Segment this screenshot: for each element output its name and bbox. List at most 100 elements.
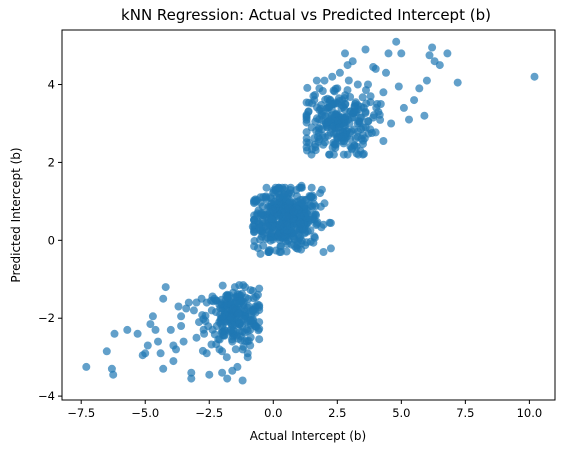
data-point (102, 347, 111, 356)
data-point (192, 298, 201, 307)
data-point (375, 110, 384, 119)
data-point (246, 286, 255, 295)
data-point (305, 192, 314, 200)
data-point (318, 87, 327, 95)
data-point (364, 117, 373, 125)
data-point (159, 364, 168, 373)
data-point (348, 145, 356, 154)
data-point (394, 82, 403, 91)
data-point (313, 103, 321, 112)
data-point (267, 214, 276, 223)
data-point (172, 345, 180, 354)
data-point (420, 111, 429, 120)
data-point (382, 68, 390, 77)
data-point (302, 208, 311, 217)
data-point (415, 84, 424, 93)
data-point (214, 335, 223, 344)
data-point (361, 45, 370, 54)
data-point (269, 205, 277, 214)
data-point (289, 207, 298, 216)
data-point (207, 296, 216, 305)
data-point (425, 51, 434, 60)
data-point (284, 236, 293, 245)
data-point (324, 117, 333, 126)
data-point (184, 298, 193, 307)
x-axis: −7.5 −5.0 −2.5 0.0 2.5 5.0 7.5 10.0 (67, 400, 542, 420)
data-point (282, 212, 291, 221)
data-point (226, 313, 235, 321)
data-point (239, 281, 248, 290)
data-point (253, 300, 262, 309)
data-point (370, 111, 378, 120)
data-point (223, 374, 232, 383)
data-point (212, 308, 220, 317)
y-tick-label: 4 (48, 78, 55, 92)
data-point (286, 186, 295, 194)
data-point (259, 193, 268, 201)
data-point (266, 229, 275, 238)
data-point (312, 211, 320, 220)
data-point (357, 125, 366, 134)
x-tick-label: 10.0 (517, 406, 543, 420)
data-point (366, 98, 375, 107)
data-point (234, 309, 243, 318)
data-point (243, 349, 252, 358)
data-point (387, 119, 396, 128)
data-point (238, 376, 247, 385)
data-point (453, 78, 462, 87)
data-point (310, 134, 319, 142)
data-point (275, 193, 284, 202)
data-point (312, 126, 321, 135)
data-point (138, 351, 147, 360)
data-point (238, 327, 247, 336)
data-point (351, 98, 360, 107)
data-point (228, 335, 236, 344)
data-point (304, 107, 313, 116)
data-point (217, 328, 226, 337)
data-point (282, 247, 291, 256)
data-point (229, 304, 238, 313)
data-point (307, 150, 316, 159)
data-point (306, 237, 315, 246)
data-point (217, 313, 226, 321)
data-point (320, 133, 329, 142)
data-point (341, 99, 350, 108)
data-point (233, 362, 242, 371)
data-point (290, 242, 299, 251)
data-point (222, 353, 231, 362)
data-point (262, 183, 271, 192)
data-point (257, 232, 266, 241)
data-point (198, 346, 207, 355)
data-point (336, 133, 345, 142)
x-tick-label: −7.5 (67, 406, 95, 420)
data-point (353, 80, 362, 89)
data-point (143, 341, 152, 350)
data-point (422, 76, 431, 85)
data-point (303, 83, 312, 92)
data-point (238, 289, 246, 298)
data-point (530, 72, 539, 81)
data-point (201, 317, 210, 326)
data-point (154, 337, 162, 346)
data-point (133, 329, 142, 338)
data-point (148, 312, 157, 321)
data-point (362, 86, 370, 95)
data-point (110, 329, 119, 338)
data-point (205, 370, 214, 379)
data-point (373, 100, 382, 108)
x-axis-label: Actual Intercept (b) (250, 429, 366, 443)
data-point (361, 109, 370, 117)
data-point (325, 150, 334, 159)
data-point (312, 76, 321, 85)
x-tick-label: 7.5 (456, 406, 474, 420)
data-point (356, 113, 365, 122)
data-point (246, 317, 255, 325)
y-tick-label: 2 (48, 155, 55, 169)
data-point (328, 111, 336, 120)
data-point (285, 198, 294, 207)
data-point (302, 143, 311, 152)
data-point (428, 43, 437, 52)
data-point (366, 92, 375, 101)
data-point (292, 186, 301, 194)
